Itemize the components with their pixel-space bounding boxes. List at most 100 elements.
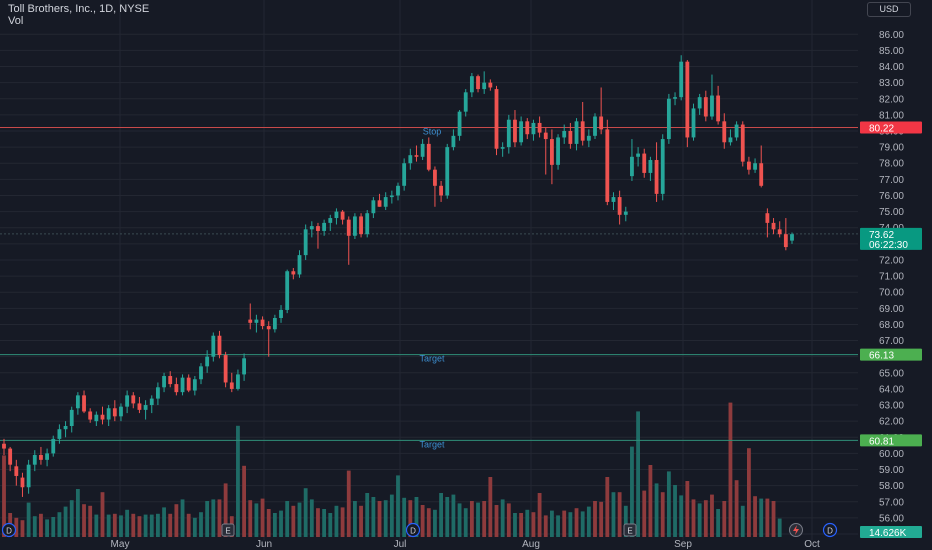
candle (543, 127, 548, 175)
candle-body (303, 229, 308, 256)
candle-body (285, 271, 290, 310)
badge-bg (860, 227, 922, 250)
volume-bar (710, 494, 714, 537)
event-marker[interactable]: E (221, 523, 235, 537)
volume-bar (88, 505, 93, 537)
time-axis[interactable]: May Jun Jul Aug Sep Oct (111, 539, 820, 550)
volume-bar (94, 514, 99, 537)
volume-bar (771, 501, 776, 537)
volume-bar (174, 504, 179, 537)
event-marker[interactable]: D (1, 522, 17, 538)
candle-body (371, 200, 376, 214)
candle-body (500, 147, 505, 149)
target-label: Target (419, 439, 445, 449)
volume-bar (162, 507, 166, 537)
candle (26, 459, 31, 494)
time-tick-label: Oct (804, 539, 820, 550)
volume-bar (660, 492, 665, 537)
candle-body (494, 89, 499, 149)
candle (383, 192, 388, 210)
candle-body (759, 163, 764, 186)
price-tick-label: 76.00 (879, 191, 904, 202)
candle-body (716, 95, 721, 122)
candle (272, 314, 277, 333)
event-marker-label: D (827, 527, 833, 536)
candle-body (673, 97, 677, 99)
candle (593, 113, 597, 140)
candle-body (389, 195, 394, 198)
event-marker[interactable]: E (623, 523, 637, 537)
price-tick-label: 85.00 (879, 46, 904, 57)
candle (205, 350, 210, 373)
target-price-badge: 66.13 (860, 348, 922, 362)
volume-bar (445, 497, 450, 537)
volume-bar (439, 493, 444, 537)
candle (790, 232, 794, 244)
candle (131, 392, 136, 409)
candle-body (414, 155, 419, 157)
candle (408, 148, 413, 170)
volume-bar (32, 516, 37, 537)
candle (562, 124, 567, 144)
candle-body (420, 143, 425, 157)
candle (759, 145, 764, 188)
volume-bar (75, 489, 80, 537)
price-tick-label: 64.00 (879, 384, 904, 395)
candle-body (2, 443, 6, 449)
volume-price-badge: 14.626K (860, 526, 922, 539)
volume-bar (131, 513, 136, 537)
candle (94, 411, 99, 426)
candle-body (482, 82, 487, 90)
price-tick-label: 57.00 (879, 497, 904, 508)
candle-body (740, 124, 745, 162)
badge-countdown: 06:22:30 (869, 240, 908, 251)
volume-bar (192, 517, 197, 537)
candle-body (463, 92, 468, 112)
candle (32, 450, 37, 472)
candle (285, 269, 290, 314)
price-tick-label: 68.00 (879, 320, 904, 331)
price-axis-bg (860, 0, 932, 550)
candle-body (648, 160, 653, 173)
volume-bar (562, 510, 567, 537)
candle (371, 197, 376, 219)
event-marker[interactable]: D (822, 522, 838, 538)
candle-body (623, 211, 628, 215)
earnings-marker-bg (623, 523, 637, 537)
volume-bar (740, 505, 745, 537)
candle-body (556, 137, 560, 165)
badge-value: 66.13 (869, 351, 894, 362)
candle-body (106, 408, 111, 420)
volume-bar (543, 515, 548, 537)
volume-bar (574, 508, 579, 537)
candle-body (568, 131, 573, 144)
candle (580, 101, 585, 146)
candle-body (599, 116, 604, 130)
event-marker[interactable]: D (405, 522, 421, 538)
candle-body (543, 132, 548, 140)
candle (57, 424, 62, 444)
candle-body (765, 213, 770, 223)
currency-button[interactable]: USD (867, 2, 911, 17)
candle (654, 142, 659, 202)
candle-body (586, 135, 591, 141)
candle-body (469, 76, 474, 93)
volume-bar (365, 493, 370, 537)
volume-bar (586, 506, 591, 537)
candle (346, 216, 351, 265)
candle (352, 213, 357, 240)
candle (199, 363, 203, 385)
candle (260, 316, 265, 330)
candle (728, 129, 733, 146)
volume-bar (125, 509, 130, 537)
candlesticks[interactable] (2, 55, 794, 497)
volume-bar (119, 515, 123, 537)
price-axis[interactable]: 55.0056.0057.0058.0059.0060.0061.0062.00… (860, 0, 932, 550)
volume-bar (636, 411, 641, 537)
badge-value: 60.81 (869, 436, 894, 447)
candle-body (679, 61, 684, 98)
candle-body (242, 358, 247, 375)
volume-bar (377, 501, 382, 537)
